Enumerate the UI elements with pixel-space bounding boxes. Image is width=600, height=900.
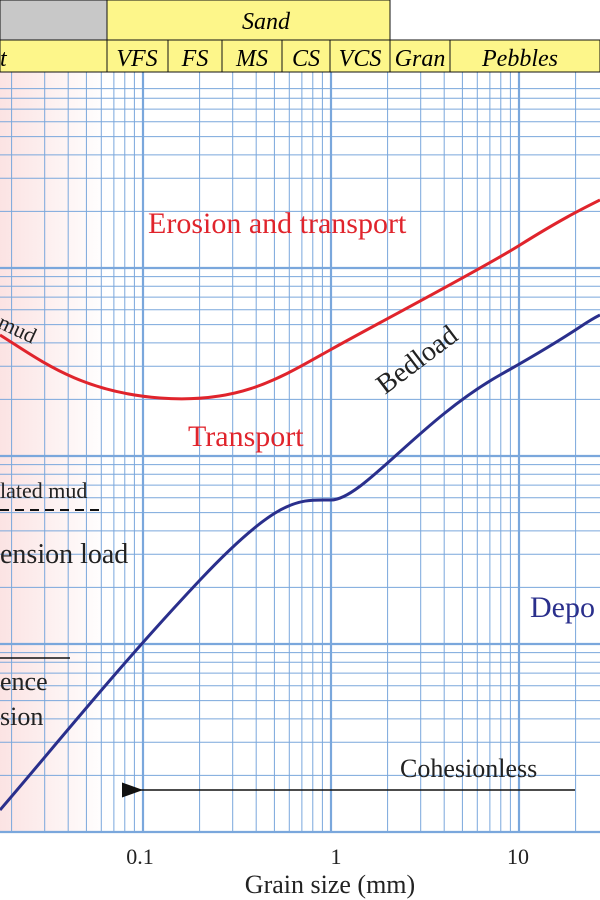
x-axis-title: Grain size (mm) (245, 870, 415, 899)
class-label: t (0, 46, 8, 72)
label: Bedload (371, 320, 464, 401)
x-tick-label: 1 (331, 844, 342, 869)
header-cell (389, 39, 451, 73)
grid (0, 72, 600, 834)
label: lated mud (0, 478, 87, 503)
class-label: Gran (395, 46, 446, 72)
label: Erosion and transport (148, 207, 407, 240)
x-tick-label: 10 (507, 844, 529, 869)
label: sion (0, 702, 43, 731)
x-tick-label: 0.1 (126, 844, 154, 869)
class-label: VFS (116, 46, 157, 72)
label: ence (0, 667, 48, 696)
header-cell (449, 39, 600, 73)
header-cell (0, 0, 108, 41)
settling-curve (0, 313, 600, 811)
label: ension load (0, 539, 128, 570)
class-label: FS (181, 46, 209, 72)
header-cell (329, 39, 391, 73)
header-cell (106, 0, 391, 41)
x-ticks: 0.1 1 10 (126, 844, 529, 869)
class-label: Pebbles (481, 46, 558, 72)
class-row: t VFS FS MS CS VCS Gran Pebbles (0, 39, 600, 73)
class-label: VCS (339, 46, 382, 72)
header-cell (281, 39, 331, 73)
class-label: CS (292, 46, 320, 72)
label: Transport (188, 420, 304, 453)
header-group: Sand (242, 9, 291, 35)
header-cell (106, 39, 169, 73)
class-label: MS (235, 46, 268, 72)
label: Cohesionless (400, 754, 537, 783)
erosion-curve (0, 198, 600, 401)
label: Depo (530, 591, 595, 624)
header-cell (0, 39, 108, 73)
